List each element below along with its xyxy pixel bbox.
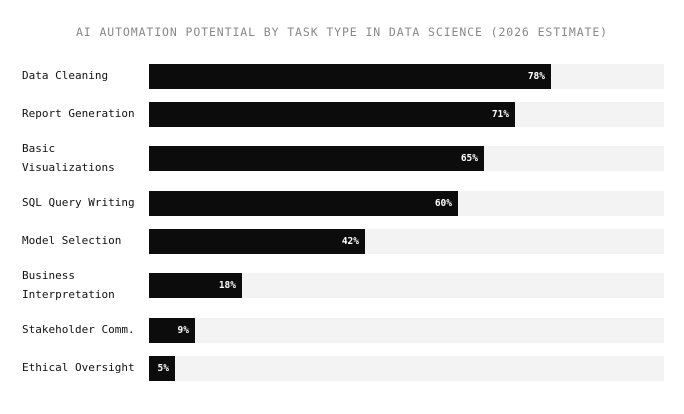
category-label: Basic Visualizations — [22, 142, 115, 174]
bar — [149, 191, 458, 216]
bar-track: 78% — [149, 64, 664, 89]
bar-track: 18% — [149, 273, 664, 298]
data-label: 5% — [157, 363, 169, 374]
bar — [149, 229, 365, 254]
bar — [149, 64, 551, 89]
data-label: 42% — [341, 236, 359, 247]
category-label: SQL Query Writing — [22, 196, 135, 209]
bar — [149, 356, 175, 381]
category-label: Stakeholder Comm. — [22, 323, 135, 336]
data-label: 18% — [218, 280, 236, 291]
bar-track: 71% — [149, 102, 664, 127]
category-label: Data Cleaning — [22, 69, 109, 82]
category-label: Business Interpretation — [22, 269, 115, 301]
chart-title: AI AUTOMATION POTENTIAL BY TASK TYPE IN … — [75, 25, 608, 39]
data-label: 65% — [460, 153, 478, 164]
data-label: 71% — [491, 109, 509, 120]
data-label: 9% — [177, 325, 189, 336]
bar-track: 65% — [149, 146, 664, 171]
data-label: 78% — [527, 71, 545, 82]
bar — [149, 146, 484, 171]
bar-track: 60% — [149, 191, 664, 216]
category-label: Ethical Oversight — [22, 361, 135, 374]
bar — [149, 273, 242, 298]
category-label: Model Selection — [22, 234, 122, 247]
category-label: Report Generation — [22, 107, 135, 120]
bar — [149, 318, 195, 343]
bar-track: 5% — [149, 356, 664, 381]
bar-track: 9% — [149, 318, 664, 343]
bar-track: 42% — [149, 229, 664, 254]
data-label: 60% — [434, 198, 452, 209]
bar — [149, 102, 515, 127]
